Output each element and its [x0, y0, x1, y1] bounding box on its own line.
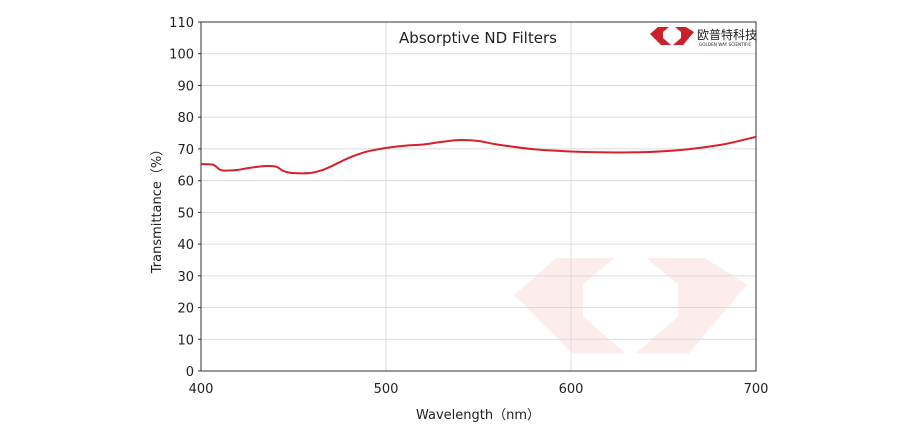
logo-subtitle: GOLDEN WAY SCIENTIFIC — [699, 42, 752, 47]
y-tick-label: 70 — [177, 143, 194, 158]
logo-name: 欧普特科技 — [697, 27, 757, 42]
y-axis-label: Transmittance（%） — [150, 143, 165, 275]
y-tick-label: 10 — [177, 333, 194, 348]
y-tick-label: 40 — [177, 238, 194, 253]
brand-logo: 欧普特科技 GOLDEN WAY SCIENTIFIC — [650, 27, 757, 47]
chart-title: Absorptive ND Filters — [399, 29, 557, 47]
series-layer — [200, 135, 757, 175]
y-tick-label: 30 — [177, 270, 194, 285]
watermark-left-shape — [514, 258, 626, 354]
x-axis-label: Wavelength（nm） — [416, 408, 540, 423]
x-tick-labels: 400 500 600 700 — [189, 382, 769, 397]
y-tick-label: 110 — [169, 16, 194, 31]
x-tick-label: 700 — [744, 382, 769, 397]
plot-frame — [200, 21, 757, 372]
transmittance-series-line — [200, 135, 757, 175]
x-tick-label: 500 — [374, 382, 399, 397]
y-tick-label: 50 — [177, 206, 194, 221]
y-tick-label: 100 — [169, 48, 194, 63]
watermark-right-shape — [635, 258, 748, 354]
y-tick-labels: 0 10 20 30 40 50 60 70 80 90 100 110 — [169, 16, 201, 380]
x-tick-label: 600 — [559, 382, 584, 397]
y-tick-label: 20 — [177, 302, 194, 317]
y-tick-label: 90 — [177, 79, 194, 94]
y-tick-label: 80 — [177, 111, 194, 126]
watermark-logo — [514, 258, 748, 354]
logo-mark-icon — [650, 27, 694, 45]
y-tick-label: 60 — [177, 175, 194, 190]
grid — [201, 22, 756, 371]
y-tick-label: 0 — [186, 365, 194, 380]
x-tick-label: 400 — [189, 382, 214, 397]
